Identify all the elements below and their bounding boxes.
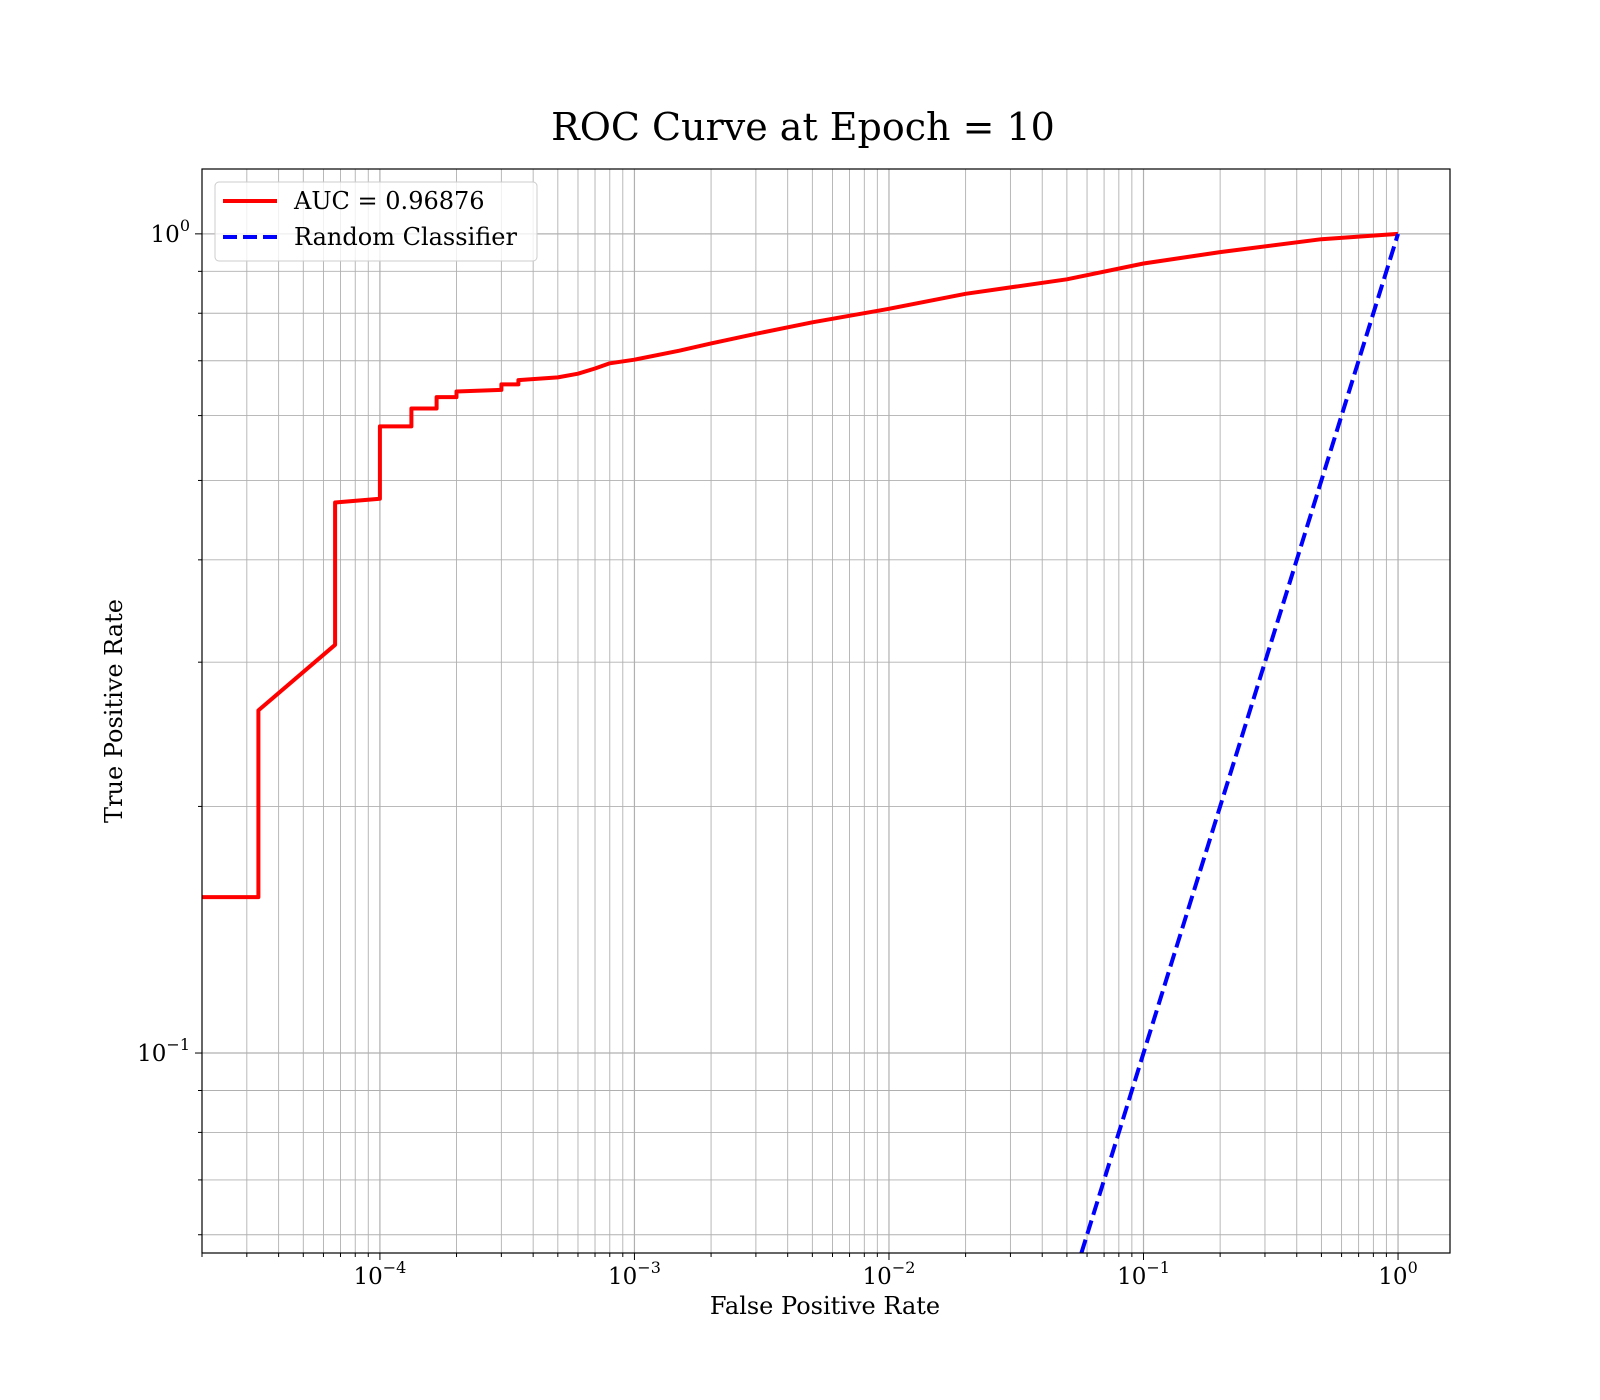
legend: AUC = 0.96876 Random Classifier xyxy=(214,181,538,262)
x-tick-label: 10−4 xyxy=(353,1258,406,1290)
legend-box xyxy=(214,181,538,262)
legend-label-random: Random Classifier xyxy=(294,223,517,251)
series-layer xyxy=(202,231,1400,1254)
x-tick-label: 100 xyxy=(1378,1258,1417,1290)
grid-lines xyxy=(201,169,1450,1253)
y-tick-label: 100 xyxy=(151,216,190,248)
chart-title: ROC Curve at Epoch = 10 xyxy=(551,105,1055,149)
plot-frame xyxy=(201,168,1451,1254)
y-axis-label: True Positive Rate xyxy=(100,599,128,823)
x-tick-label: 10−3 xyxy=(608,1258,661,1290)
y-tick-label: 10−1 xyxy=(137,1035,190,1067)
legend-label-auc: AUC = 0.96876 xyxy=(293,187,485,215)
x-tick-label: 10−2 xyxy=(863,1258,916,1290)
axis-ticks: 10−4 10−3 10−2 10−1 100 10−1 100 xyxy=(137,216,1418,1290)
roc-curve-line xyxy=(202,231,1399,900)
x-axis-label: False Positive Rate xyxy=(710,1292,940,1320)
x-tick-label: 10−1 xyxy=(1117,1258,1170,1290)
random-classifier-line xyxy=(1079,233,1400,1254)
